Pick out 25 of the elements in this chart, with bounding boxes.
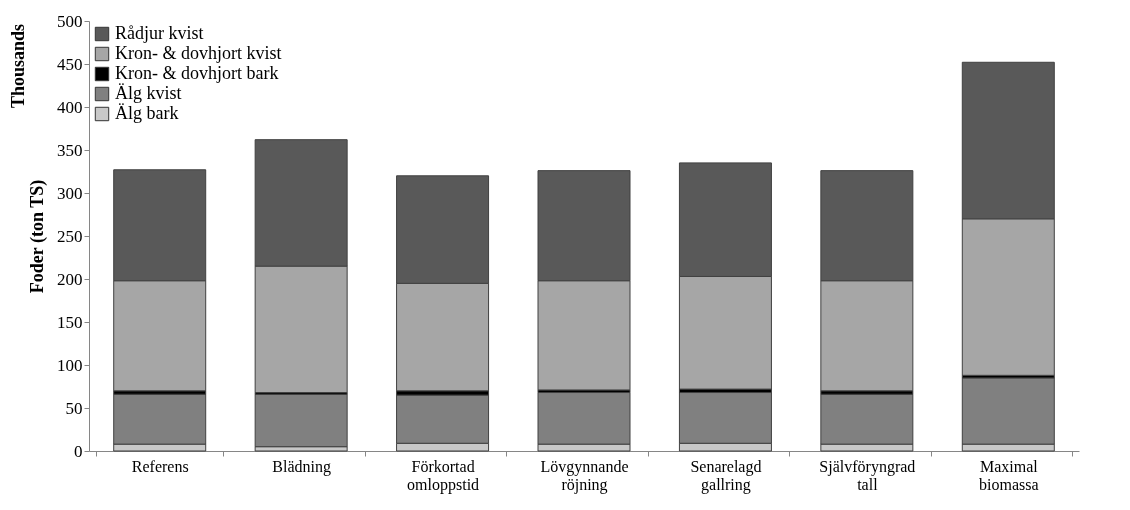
x-tick-label: Blädning — [272, 457, 331, 476]
y-tick-label: 250 — [57, 226, 83, 246]
x-tick-label: Maximal biomassa — [979, 457, 1039, 493]
y-tick-label: 200 — [57, 269, 83, 289]
y-tick-label: 300 — [57, 183, 83, 203]
x-tick-label: Lövgynnande röjning — [540, 457, 629, 494]
y-axis-title: Foder (ton TS) — [27, 179, 48, 294]
y-tick-label: 0 — [74, 441, 83, 461]
x-tick-label: Senarelagd gallring — [690, 457, 762, 494]
y-tick-label: 500 — [57, 11, 83, 31]
legend-label: Rådjur kvist — [115, 23, 204, 43]
legend-label: Kron- & dovhjort kvist — [115, 43, 282, 63]
y-tick-label: 350 — [57, 140, 83, 160]
legend-label: Älg kvist — [115, 83, 182, 103]
x-tick-label: Referens — [131, 457, 189, 475]
legend-label: Älg bark — [115, 103, 179, 123]
y-tick-label: 150 — [57, 312, 83, 332]
x-tick-label: Förkortad omloppstid — [407, 457, 480, 494]
text: Thousands — [8, 23, 28, 109]
legend-label: Kron- & dovhjort bark — [115, 63, 279, 83]
x-tick-label: Självföryngrad tall — [819, 457, 916, 493]
y-tick-label: 50 — [65, 398, 83, 418]
y-tick-label: 450 — [57, 54, 83, 74]
y-tick-label: 400 — [57, 97, 83, 117]
y-tick-label: 100 — [57, 355, 83, 375]
